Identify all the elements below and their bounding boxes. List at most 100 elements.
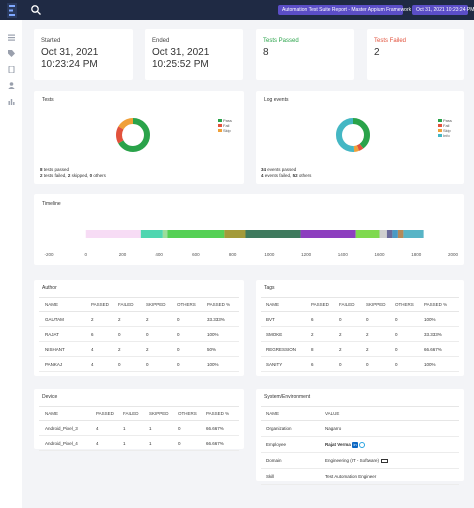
timeline-segment[interactable] xyxy=(162,230,168,238)
linkedin-icon[interactable]: in xyxy=(352,441,359,448)
timeline-tick-label: 400 xyxy=(155,252,163,257)
tests-passed-summary: 8 tests passed xyxy=(40,167,70,172)
log-events-title: Log events xyxy=(264,97,289,103)
timeline-segment[interactable] xyxy=(167,230,225,238)
laptop-icon xyxy=(381,458,389,463)
table-row: Domain Engineering (IT - Software) xyxy=(261,452,459,469)
timeline-tick-label: 1000 xyxy=(264,252,275,257)
table-row: Employee Rajat Verma in xyxy=(261,436,459,453)
tests-chart-card: Tests Pass Fail Skip 8 tests passed 2 te… xyxy=(34,91,244,184)
legend-fail: Fail xyxy=(218,123,229,128)
tests-failed-label: Tests Failed xyxy=(374,38,407,44)
timeline-tick-label: 200 xyxy=(118,252,127,257)
col-others: OTHERS xyxy=(395,297,424,312)
donut-slice-info xyxy=(336,118,370,152)
timeline-segment[interactable] xyxy=(392,230,398,238)
donut-slice-fail xyxy=(116,118,150,152)
table-row: GAUTAM 2 2 2 0 33.333% xyxy=(39,311,239,327)
search-icon[interactable] xyxy=(30,4,42,16)
tags-table: NAME PASSED FAILED SKIPPED OTHERS PASSED… xyxy=(261,297,459,372)
employee-name: Rajat Verma xyxy=(325,441,351,447)
table-row: NISHANT 4 2 2 0 50% xyxy=(39,341,239,357)
author-card: Author NAME PASSED FAILED SKIPPED OTHERS… xyxy=(34,280,244,376)
table-row: BVT 6 0 0 0 100% xyxy=(261,311,459,327)
table-row: Android_Pixel_3 4 1 1 0 66.667% xyxy=(39,420,239,436)
author-title: Author xyxy=(42,285,57,291)
device-icon[interactable] xyxy=(8,66,15,73)
events-passed-summary: 34 events passed xyxy=(261,167,297,172)
log-legend-info: Info xyxy=(438,133,450,138)
timeline-axis: -200 0 200 400 600 800 1000 1200 1400 1600 1800 200… xyxy=(34,252,464,258)
device-table: NAME PASSED FAILED SKIPPED OTHERS PASSED… xyxy=(39,406,239,451)
timeline-segment[interactable] xyxy=(403,230,424,238)
timeline-segment[interactable] xyxy=(386,230,393,238)
user-icon[interactable] xyxy=(8,82,15,89)
timeline-tick-label: 600 xyxy=(192,252,200,257)
col-passed: PASSED xyxy=(311,297,339,312)
list-icon[interactable] xyxy=(8,34,15,41)
timeline-bar xyxy=(85,230,424,238)
col-skipped: SKIPPED xyxy=(146,297,177,312)
legend-pass: Pass xyxy=(218,118,232,123)
tests-passed-value: 8 xyxy=(263,47,269,58)
tests-failed-value: 2 xyxy=(374,47,380,58)
timeline-tick-label: 1400 xyxy=(337,252,348,257)
top-navbar: Automation Test Suite Report - Master Ap… xyxy=(0,0,474,20)
report-title-badge: Automation Test Suite Report - Master Ap… xyxy=(278,5,424,15)
timeline-segment[interactable] xyxy=(85,230,141,238)
timeline-segment[interactable] xyxy=(355,230,380,238)
sidebar xyxy=(0,20,22,508)
device-title: Device xyxy=(42,394,58,400)
col-name: NAME xyxy=(39,297,91,312)
log-events-donut-chart xyxy=(336,118,370,152)
log-events-chart-card: Log events Pass Fail Skip Info 34 events… xyxy=(256,91,464,184)
col-passed-pct: PASSED % xyxy=(207,297,239,312)
col-others: OTHERS xyxy=(177,297,207,312)
timeline-title: Timeline xyxy=(42,201,61,207)
col-passed: PASSED xyxy=(91,297,118,312)
tests-failed-summary: 2 tests failed, 2 skipped, 0 others xyxy=(40,173,106,178)
system-environment-table: NAME VALUE Organization Nagarro Employee … xyxy=(261,406,459,485)
tags-title: Tags xyxy=(264,285,275,291)
timeline-segment[interactable] xyxy=(379,230,387,238)
timeline-tick-label: 0 xyxy=(84,252,87,257)
timeline-tick-label: 1800 xyxy=(411,252,422,257)
events-failed-summary: 4 events failed, 52 others xyxy=(261,173,312,178)
tests-donut-chart xyxy=(116,118,150,152)
col-failed: FAILED xyxy=(123,406,149,421)
timeline-segment[interactable] xyxy=(224,230,246,238)
table-row: SANITY 6 0 0 0 100% xyxy=(261,356,459,372)
link-icon[interactable] xyxy=(359,441,366,448)
tags-card: Tags NAME PASSED FAILED SKIPPED OTHERS P… xyxy=(256,280,464,376)
col-skipped: SKIPPED xyxy=(149,406,178,421)
table-row: RAJAT 6 0 0 0 100% xyxy=(39,326,239,342)
table-row: PANKAJ 4 0 0 0 100% xyxy=(39,356,239,372)
col-passed-pct: PASSED % xyxy=(206,406,239,421)
log-legend-pass: Pass xyxy=(438,118,452,123)
table-row: Android_Pixel_4 4 1 1 0 66.667% xyxy=(39,435,239,451)
timeline-segment[interactable] xyxy=(140,230,163,238)
ended-value: Oct 31, 2021 10:25:52 PM xyxy=(152,47,210,70)
table-row: Skill Test Automation Engineer xyxy=(261,468,459,485)
timeline-tick-label: -200 xyxy=(44,252,54,257)
started-label: Started xyxy=(41,38,61,44)
app-logo xyxy=(7,3,17,18)
dashboard-icon[interactable] xyxy=(8,98,15,105)
col-name: NAME xyxy=(261,297,311,312)
donut-slice-skip xyxy=(116,118,150,152)
ended-label: Ended xyxy=(152,38,170,44)
timeline-segment[interactable] xyxy=(245,230,301,238)
log-legend-fail: Fail xyxy=(438,123,449,128)
tag-icon[interactable] xyxy=(8,50,15,57)
ended-card: Ended Oct 31, 2021 10:25:52 PM xyxy=(145,29,243,80)
started-value: Oct 31, 2021 10:23:24 PM xyxy=(41,47,99,70)
timeline-card: Timeline -200 0 200 400 600 800 1000 1200 1400 16… xyxy=(34,194,464,265)
timeline-segment[interactable] xyxy=(397,230,404,238)
timeline-segment[interactable] xyxy=(300,230,356,238)
device-card: Device NAME PASSED FAILED SKIPPED OTHERS… xyxy=(34,389,244,451)
col-failed: FAILED xyxy=(339,297,366,312)
legend-skip: Skip xyxy=(218,128,231,133)
col-passed: PASSED xyxy=(96,406,123,421)
col-others: OTHERS xyxy=(178,406,206,421)
author-table: NAME PASSED FAILED SKIPPED OTHERS PASSED… xyxy=(39,297,239,372)
